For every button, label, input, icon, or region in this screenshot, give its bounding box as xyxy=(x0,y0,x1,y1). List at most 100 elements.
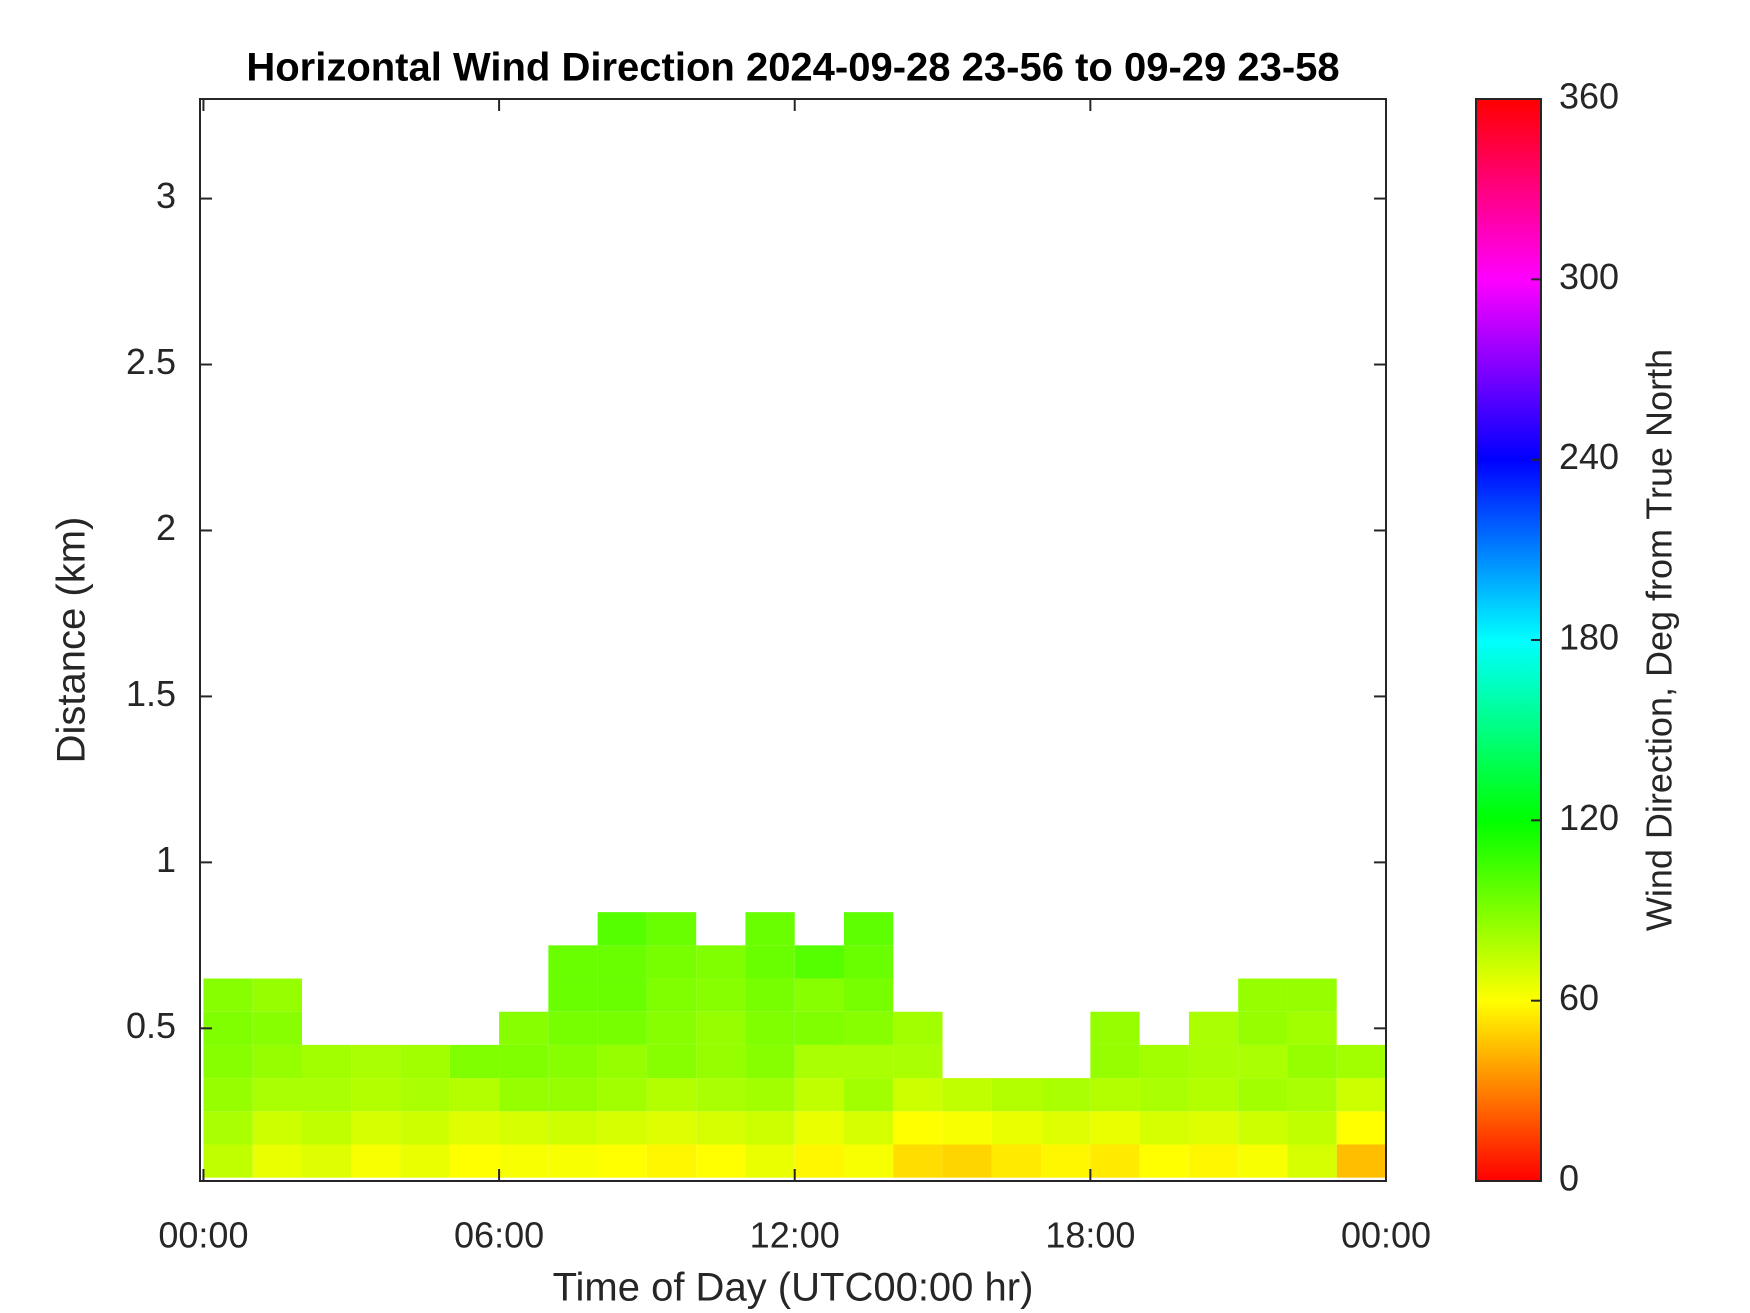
heat-cell xyxy=(646,945,697,979)
heat-cell xyxy=(1238,978,1288,1012)
heat-cell xyxy=(1188,1111,1239,1145)
heat-cell xyxy=(400,1144,450,1178)
y-axis-label: Distance (km) xyxy=(50,517,94,764)
heat-cell xyxy=(1041,1111,1091,1145)
heat-cell xyxy=(696,1044,746,1079)
heat-cell xyxy=(794,1078,844,1112)
heat-cell xyxy=(597,945,647,979)
heat-cell xyxy=(301,1078,352,1112)
heat-cell xyxy=(449,1144,500,1178)
heat-cell xyxy=(696,1111,746,1145)
heat-cell xyxy=(942,1111,992,1145)
y-tick-label: 0.5 xyxy=(126,1005,176,1046)
heat-cell xyxy=(745,978,795,1012)
heat-cell xyxy=(1287,1078,1337,1112)
heat-cell xyxy=(696,1078,746,1112)
heat-cell xyxy=(794,978,844,1012)
heat-cell xyxy=(893,1144,943,1178)
heat-cell xyxy=(203,1044,253,1079)
heat-cell xyxy=(449,1111,500,1145)
chart-title: Horizontal Wind Direction 2024-09-28 23-… xyxy=(246,46,1339,90)
heat-cell xyxy=(1188,1044,1239,1079)
heat-cell xyxy=(794,1144,844,1178)
colorbar-tick-label: 240 xyxy=(1559,436,1619,477)
heat-cell xyxy=(1336,1111,1386,1145)
heat-cell xyxy=(499,1111,549,1145)
heat-cell xyxy=(1238,1044,1288,1079)
heat-cell xyxy=(252,1144,302,1178)
heat-cell xyxy=(301,1044,352,1079)
heat-cell xyxy=(1287,978,1337,1012)
heat-cell xyxy=(400,1078,450,1112)
heat-cell xyxy=(1336,1078,1386,1112)
heat-cell xyxy=(794,945,844,979)
colorbar xyxy=(1475,98,1542,1182)
heat-cell xyxy=(942,1144,992,1178)
heat-cell xyxy=(1188,1011,1239,1045)
heat-cell xyxy=(449,1044,500,1079)
heat-cell xyxy=(499,1144,549,1178)
heat-cell xyxy=(1238,1078,1288,1112)
heat-cell xyxy=(893,1078,943,1112)
heat-cell xyxy=(203,1111,253,1145)
heat-cell xyxy=(646,1011,697,1045)
heat-cell xyxy=(1090,1011,1140,1045)
x-tick-label: 12:00 xyxy=(750,1215,840,1256)
heat-cell xyxy=(548,1011,598,1045)
colorbar-tick-label: 300 xyxy=(1559,256,1619,297)
heat-cell xyxy=(843,978,894,1012)
y-tick-label: 1 xyxy=(156,839,176,880)
heat-cell xyxy=(449,1078,500,1112)
heat-cell xyxy=(794,1111,844,1145)
heat-cell xyxy=(400,1111,450,1145)
y-tick-label: 2 xyxy=(156,507,176,548)
heat-cell xyxy=(252,1044,302,1079)
x-tick-label: 00:00 xyxy=(1341,1215,1431,1256)
y-tick-label: 3 xyxy=(156,175,176,216)
heat-cell xyxy=(351,1044,401,1079)
heat-cell xyxy=(745,912,795,946)
heat-cell xyxy=(942,1078,992,1112)
heat-cell xyxy=(1090,1044,1140,1079)
heat-cell xyxy=(548,1044,598,1079)
heat-cell xyxy=(548,1144,598,1178)
heat-cell xyxy=(597,1144,647,1178)
y-tick-label: 1.5 xyxy=(126,673,176,714)
heat-cell xyxy=(794,1044,844,1079)
heat-cell xyxy=(351,1111,401,1145)
heat-cell xyxy=(745,1144,795,1178)
heat-cell xyxy=(843,1011,894,1045)
colorbar-tick-label: 60 xyxy=(1559,977,1599,1018)
heat-cell xyxy=(646,912,697,946)
heat-cell xyxy=(1041,1144,1091,1178)
heat-cell xyxy=(745,1011,795,1045)
heat-cell xyxy=(597,1111,647,1145)
heat-cell xyxy=(893,1044,943,1079)
heat-cell xyxy=(893,1011,943,1045)
heat-cell xyxy=(1287,1144,1337,1178)
heat-cell xyxy=(597,1078,647,1112)
heat-cell xyxy=(893,1111,943,1145)
heat-cell xyxy=(843,1044,894,1079)
heat-cell xyxy=(646,1111,697,1145)
heat-cell xyxy=(203,978,253,1012)
heat-cell xyxy=(400,1044,450,1079)
colorbar-tick-label: 180 xyxy=(1559,617,1619,658)
x-tick-label: 00:00 xyxy=(158,1215,248,1256)
heat-cell xyxy=(301,1144,352,1178)
heat-cell xyxy=(646,978,697,1012)
heat-cell xyxy=(1188,1078,1239,1112)
heat-cell xyxy=(1287,1111,1337,1145)
heat-cell xyxy=(1041,1078,1091,1112)
heat-cell xyxy=(499,1011,549,1045)
heat-cell xyxy=(843,1144,894,1178)
heat-cell xyxy=(696,978,746,1012)
heat-cell xyxy=(745,945,795,979)
heat-cell xyxy=(696,1144,746,1178)
heat-cell xyxy=(745,1078,795,1112)
heat-cell xyxy=(1238,1144,1288,1178)
heat-cell xyxy=(351,1144,401,1178)
heat-cell xyxy=(843,912,894,946)
heat-cell xyxy=(548,945,598,979)
heat-cell xyxy=(1139,1044,1189,1079)
